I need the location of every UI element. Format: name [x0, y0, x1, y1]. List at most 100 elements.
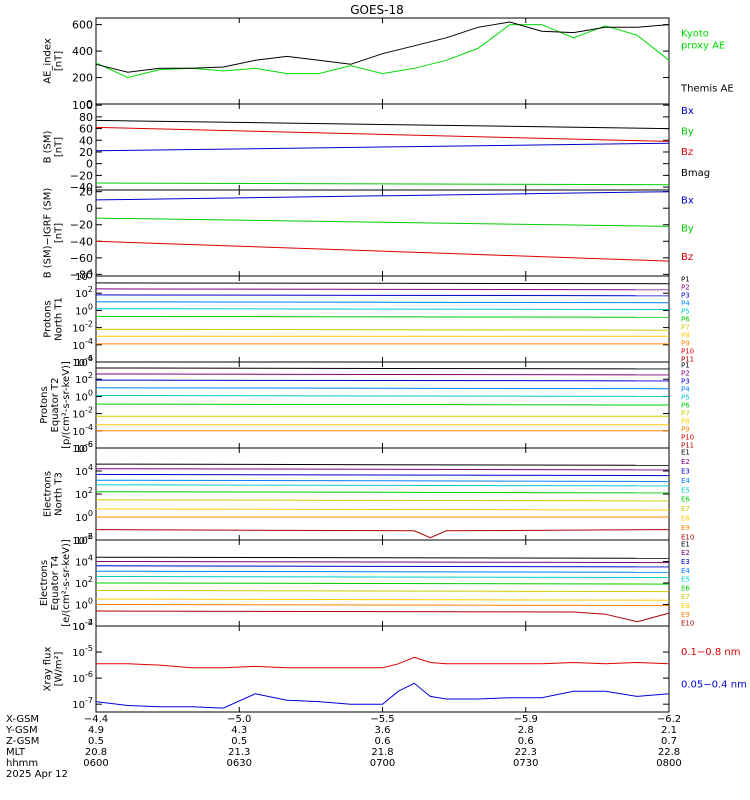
x-tick-label: −5.0	[227, 714, 251, 725]
y-tick-label: 104	[75, 463, 93, 478]
x-tick-label: 3.6	[375, 725, 391, 736]
series-line-themis-ae	[95, 21, 670, 73]
x-tick-label: 0730	[513, 758, 538, 769]
legend-label: E9	[681, 611, 690, 619]
legend-label: P2	[681, 284, 690, 292]
y-tick-label: 40	[79, 134, 93, 147]
y-tick-label: 10-4	[72, 423, 93, 438]
legend-label: E1	[681, 540, 690, 548]
x-tick-label: 4.3	[231, 725, 247, 736]
y-tick-label: 10-2	[72, 618, 93, 633]
series-line-p5	[95, 308, 670, 310]
y-axis-label: B (SM)−IGRF (SM)	[43, 188, 54, 279]
legend-label: P6	[681, 316, 690, 324]
panel-frame	[95, 625, 670, 713]
y-tick-label: 104	[75, 268, 93, 283]
legend-label: Bx	[681, 106, 694, 117]
series-line-e5	[95, 576, 670, 579]
series-line-e6	[95, 582, 670, 585]
series-line-p2	[95, 373, 670, 376]
legend-label: P4	[681, 300, 690, 308]
panel-frame	[95, 189, 670, 277]
legend-label: E5	[681, 486, 690, 494]
y-axis-label: Electrons	[39, 560, 50, 606]
y-tick-label: 100	[72, 99, 93, 112]
y-tick-label: 10-2	[72, 532, 93, 547]
y-axis-label: B (SM)	[43, 130, 54, 163]
y-axis-label: North T1	[54, 297, 65, 341]
series-line-e2	[95, 561, 670, 564]
series-line-p3	[95, 379, 670, 382]
legend-label: P9	[681, 340, 690, 348]
y-tick-label: 600	[72, 19, 93, 32]
x-tick-label: 0630	[227, 758, 252, 769]
legend-label: Kyoto	[681, 29, 709, 40]
legend-label: Bx	[681, 195, 694, 206]
series-line-0-1-0-8-nm	[96, 656, 670, 669]
series-line-bx	[95, 191, 670, 201]
y-axis-label: Electrons	[43, 471, 54, 517]
y-tick-label: 102	[75, 285, 93, 300]
legend-label: E1	[681, 449, 690, 457]
series-line-bmag	[95, 119, 670, 130]
series-line-p6	[95, 315, 670, 318]
y-axis-label: [nT]	[54, 137, 65, 157]
legend-label: P1	[681, 276, 690, 284]
series-line-e3	[95, 473, 670, 477]
legend-label: 0.1−0.8 nm	[681, 647, 740, 658]
legend-label: P8	[681, 418, 690, 426]
x-tick-label: −5.5	[370, 714, 394, 725]
y-axis-label: [nT]	[54, 223, 65, 243]
y-tick-label: −40	[70, 181, 93, 194]
legend-label: 0.05−0.4 nm	[681, 680, 747, 691]
y-tick-label: −20	[70, 169, 93, 182]
series-line-p5	[95, 395, 670, 397]
y-tick-label: 10-6	[72, 440, 93, 455]
legend-label: E10	[681, 620, 694, 628]
series-line-bz	[95, 126, 670, 142]
series-line-p4	[95, 387, 670, 390]
x-tick-label: 4.9	[88, 725, 104, 736]
legend-label: By	[681, 127, 694, 138]
x-tick-label: 0.6	[375, 736, 391, 747]
x-tick-label: −4.4	[84, 714, 108, 725]
x-tick-label: 22.8	[658, 747, 680, 758]
x-tick-label: 0.7	[661, 736, 677, 747]
x-tick-label: 0600	[83, 758, 108, 769]
x-tick-label: 2.1	[661, 725, 677, 736]
legend-label: Bmag	[681, 168, 710, 179]
legend-label: P7	[681, 410, 690, 418]
x-tick-label: 2.8	[518, 725, 534, 736]
legend-label: P3	[681, 378, 690, 386]
series-line-e4	[95, 570, 670, 573]
y-tick-label: 200	[72, 72, 93, 85]
y-tick-label: 0	[86, 202, 93, 215]
series-line-e10	[95, 529, 670, 539]
legend-label: E2	[681, 549, 690, 557]
series-line-bx	[95, 142, 670, 152]
x-tick-label: 0.5	[231, 736, 247, 747]
series-line-e1	[95, 463, 670, 466]
x-row-label: Z-GSM	[6, 736, 39, 747]
legend-label: P5	[681, 394, 690, 402]
y-axis-label: Xray flux	[43, 647, 54, 692]
x-tick-label: −5.9	[514, 714, 538, 725]
y-tick-label: 10-2	[72, 406, 93, 421]
legend-label: E8	[681, 602, 690, 610]
x-tick-label: 21.8	[371, 747, 393, 758]
x-row-label: hhmm	[6, 758, 38, 769]
x-tick-label: 0800	[656, 758, 681, 769]
series-line-e7	[95, 590, 670, 593]
series-line-e1	[95, 556, 670, 559]
series-line-e3	[95, 565, 670, 568]
legend-label: Bz	[681, 252, 693, 263]
y-tick-label: 10-4	[72, 618, 93, 633]
series-line-e6	[95, 491, 670, 494]
y-tick-label: 10-4	[72, 337, 93, 352]
legend-label: P8	[681, 332, 690, 340]
